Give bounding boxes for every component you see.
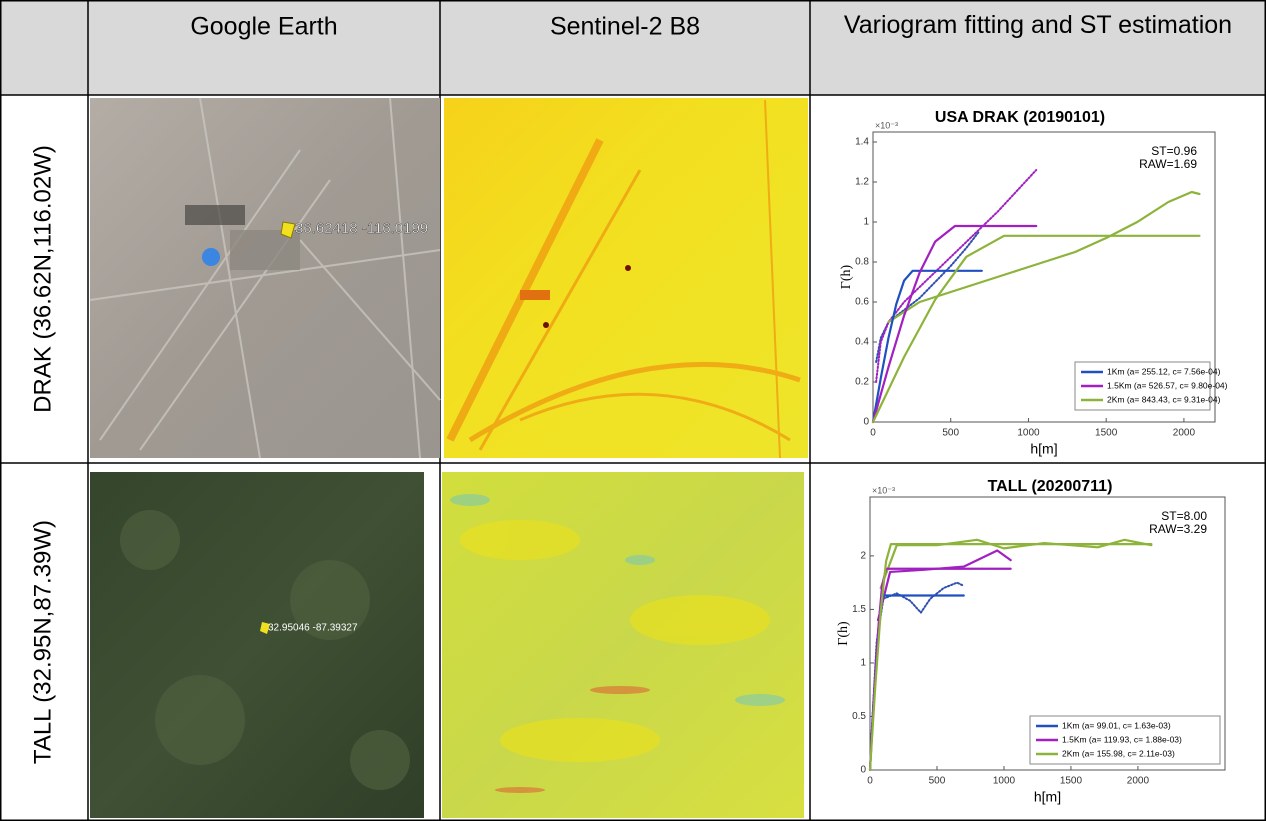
header-cell: Variogram fitting and ST estimation — [815, 6, 1261, 44]
y-exponent: ×10⁻³ — [875, 120, 898, 130]
annotation: ST=8.00 — [1161, 509, 1207, 523]
annotation: ST=0.96 — [1151, 144, 1197, 158]
x-axis-label: h[m] — [1030, 441, 1057, 457]
x-tick-label: 0 — [867, 776, 873, 787]
y-axis-label: Γ(h) — [839, 264, 854, 289]
y-tick-label: 0.6 — [855, 297, 869, 308]
row-label: TALL (32.95N,87.39W) — [29, 520, 56, 764]
google-earth-image: 32.95046 -87.39327 — [90, 472, 424, 818]
x-tick-label: 2000 — [1127, 776, 1150, 787]
header-cell: Sentinel-2 B8 — [550, 13, 700, 41]
y-tick-label: 1 — [863, 217, 869, 228]
y-tick-label: 1.4 — [855, 137, 869, 148]
x-tick-label: 1500 — [1060, 776, 1083, 787]
annotation: RAW=1.69 — [1139, 157, 1197, 171]
chart-title: USA DRAK (20190101) — [935, 109, 1105, 126]
y-tick-label: 1.2 — [855, 177, 869, 188]
annotation: RAW=3.29 — [1149, 522, 1207, 536]
legend-label: 1.5Km (a= 119.93, c= 1.88e-03) — [1062, 734, 1182, 744]
page: Google Earth Sentinel-2 B8 Variogram fit… — [0, 0, 1266, 821]
y-tick-label: 0 — [863, 417, 869, 428]
y-tick-label: 1.5 — [852, 604, 866, 615]
y-tick-label: 2 — [860, 551, 866, 562]
legend-label: 1Km (a= 255.12, c= 7.56e-04) — [1107, 366, 1221, 376]
y-tick-label: 0.2 — [855, 377, 869, 388]
sentinel-image — [444, 98, 808, 458]
y-tick-label: 1 — [860, 658, 866, 669]
x-tick-label: 500 — [942, 428, 959, 439]
x-tick-label: 1000 — [1017, 428, 1040, 439]
sentinel-image — [442, 472, 804, 818]
x-tick-label: 1000 — [993, 776, 1016, 787]
header-wrap: Variogram fitting and ST estimation — [815, 6, 1261, 94]
chart-title: TALL (20200711) — [988, 478, 1113, 495]
pin-label: 36.62418 -116.0199 — [295, 220, 428, 237]
legend-label: 2Km (a= 155.98, c= 2.11e-03) — [1062, 748, 1175, 758]
pin-label: 32.95046 -87.39327 — [268, 623, 358, 634]
x-axis-label: h[m] — [1034, 789, 1061, 805]
google-earth-image: 36.62418 -116.0199 — [90, 98, 440, 458]
y-axis-label: Γ(h) — [836, 621, 851, 646]
x-tick-label: 0 — [870, 428, 876, 439]
x-tick-label: 1500 — [1095, 428, 1118, 439]
legend-label: 2Km (a= 843.43, c= 9.31e-04) — [1107, 394, 1221, 404]
legend-label: 1.5Km (a= 526.57, c= 9.80e-04) — [1107, 380, 1228, 390]
legend-label: 1Km (a= 99.01, c= 1.63e-03) — [1062, 720, 1171, 730]
x-tick-label: 2000 — [1173, 428, 1196, 439]
header-cell: Google Earth — [190, 13, 337, 41]
y-tick-label: 0 — [860, 765, 866, 776]
y-tick-label: 0.4 — [855, 337, 869, 348]
row-label: DRAK (36.62N,116.02W) — [29, 145, 56, 413]
y-exponent: ×10⁻³ — [872, 485, 895, 495]
figure-table: Google Earth Sentinel-2 B8 Variogram fit… — [0, 0, 1266, 821]
x-tick-label: 500 — [929, 776, 946, 787]
y-tick-label: 0.8 — [855, 257, 869, 268]
y-tick-label: 0.5 — [852, 711, 866, 722]
